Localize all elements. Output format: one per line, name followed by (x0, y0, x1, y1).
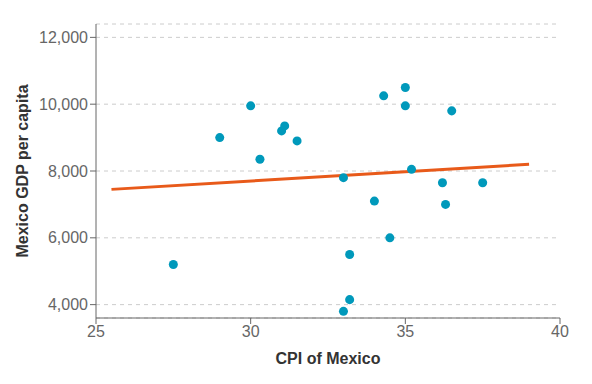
svg-text:8,000: 8,000 (48, 163, 88, 180)
svg-text:12,000: 12,000 (39, 29, 88, 46)
svg-text:35: 35 (396, 323, 414, 340)
svg-text:10,000: 10,000 (39, 96, 88, 113)
svg-text:40: 40 (551, 323, 569, 340)
svg-text:4,000: 4,000 (48, 296, 88, 313)
svg-text:Mexico GDP per capita: Mexico GDP per capita (14, 84, 31, 257)
svg-text:30: 30 (242, 323, 260, 340)
svg-text:6,000: 6,000 (48, 229, 88, 246)
svg-text:CPI of Mexico: CPI of Mexico (276, 350, 381, 367)
svg-text:25: 25 (87, 323, 105, 340)
